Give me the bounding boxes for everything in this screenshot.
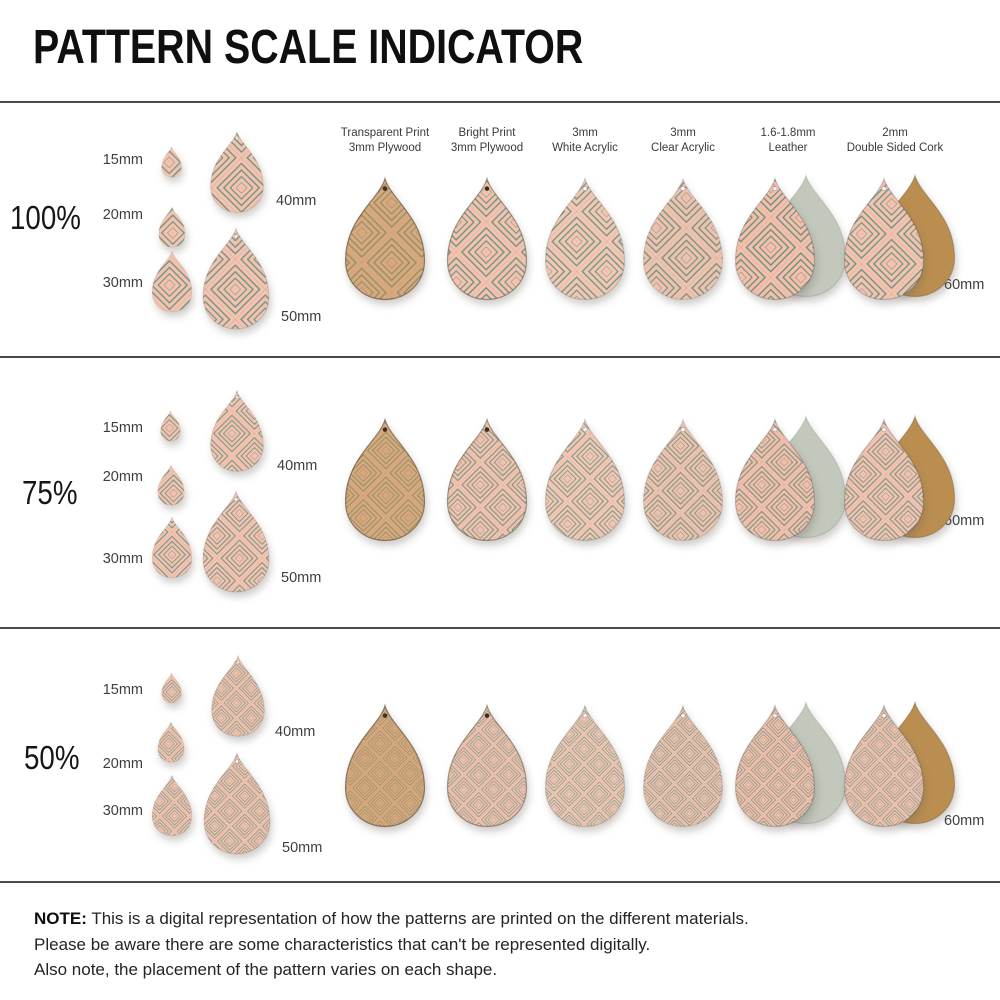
teardrop-60mm-white_acrylic-75pct xyxy=(544,417,626,542)
size-label-15mm-100pct: 15mm xyxy=(102,152,143,168)
teardrop-15mm-50pct xyxy=(161,672,182,704)
teardrop-60mm-bright_plywood-75pct xyxy=(446,417,528,542)
size-label-20mm-50pct: 20mm xyxy=(102,756,143,772)
row-divider-2 xyxy=(0,627,1000,629)
teardrop-60mm-leather-100pct xyxy=(734,176,816,301)
size-label-15mm-50pct: 15mm xyxy=(102,682,143,698)
teardrop-30mm-75pct xyxy=(151,516,193,579)
size-label-50mm-50pct: 50mm xyxy=(282,840,323,856)
note-text-1: This is a digital representation of how … xyxy=(91,909,749,928)
teardrop-40mm-75pct xyxy=(210,389,264,472)
note-text-3: Also note, the placement of the pattern … xyxy=(34,960,498,979)
size-label-60mm-75pct: 60mm xyxy=(944,513,985,529)
teardrop-50mm-75pct xyxy=(202,489,270,593)
size-label-20mm-100pct: 20mm xyxy=(102,207,143,223)
column-header-white_acrylic: 3mm White Acrylic xyxy=(495,126,675,155)
teardrop-60mm-bright_plywood-100pct xyxy=(446,176,528,301)
row-divider-1 xyxy=(0,356,1000,358)
teardrop-60mm-white_acrylic-100pct xyxy=(544,176,626,301)
size-label-30mm-75pct: 30mm xyxy=(102,551,143,567)
teardrop-40mm-100pct xyxy=(210,130,264,213)
teardrop-60mm-cork-50pct xyxy=(843,703,925,828)
teardrop-60mm-leather-50pct xyxy=(734,703,816,828)
teardrop-60mm-bright_plywood-50pct xyxy=(446,703,528,828)
size-label-40mm-50pct: 40mm xyxy=(275,724,316,740)
size-label-60mm-50pct: 60mm xyxy=(944,813,985,829)
size-label-50mm-75pct: 50mm xyxy=(281,570,322,586)
note-text-2: Please be aware there are some character… xyxy=(34,934,651,954)
teardrop-20mm-75pct xyxy=(157,464,185,506)
page-title: PATTERN SCALE INDICATOR xyxy=(33,21,584,74)
size-label-15mm-75pct: 15mm xyxy=(102,420,143,436)
teardrop-60mm-clear_acrylic-50pct xyxy=(642,703,724,828)
column-header-white_acrylic-line2: White Acrylic xyxy=(552,141,618,154)
column-header-bright_plywood-line2: 3mm Plywood xyxy=(450,141,524,154)
teardrop-15mm-100pct xyxy=(161,146,182,178)
column-header-bright_plywood: Bright Print 3mm Plywood xyxy=(397,126,577,155)
note-label: NOTE: xyxy=(34,909,87,928)
note-line-1: NOTE: This is a digital representation o… xyxy=(34,906,749,932)
column-header-leather: 1.6-1.8mm Leather xyxy=(698,126,878,155)
teardrop-60mm-white_acrylic-50pct xyxy=(544,703,626,828)
teardrop-20mm-50pct xyxy=(157,721,185,763)
teardrop-60mm-leather-75pct xyxy=(734,417,816,542)
teardrop-60mm-clear_acrylic-75pct xyxy=(642,417,724,542)
column-header-leather-line1: 1.6-1.8mm xyxy=(760,127,816,139)
column-header-clear_acrylic-line2: Clear Acrylic xyxy=(651,141,715,154)
size-label-60mm-100pct: 60mm xyxy=(944,277,985,293)
column-header-transparent_plywood: Transparent Print 3mm Plywood xyxy=(295,126,475,155)
note-divider xyxy=(0,881,1000,883)
size-label-50mm-100pct: 50mm xyxy=(281,309,322,325)
size-label-40mm-100pct: 40mm xyxy=(276,193,317,209)
teardrop-15mm-75pct xyxy=(160,410,181,442)
teardrop-50mm-100pct xyxy=(202,226,270,330)
teardrop-60mm-clear_acrylic-100pct xyxy=(642,176,724,301)
scale-label-75pct: 75% xyxy=(22,474,78,511)
column-header-transparent_plywood-line2: 3mm Plywood xyxy=(348,141,422,154)
title-divider xyxy=(0,101,1000,103)
teardrop-40mm-50pct xyxy=(211,654,265,737)
teardrop-20mm-100pct xyxy=(158,206,186,248)
teardrop-60mm-transparent_plywood-100pct xyxy=(344,176,426,301)
scale-label-50pct: 50% xyxy=(24,739,80,776)
column-header-cork-line1: 2mm xyxy=(882,127,908,139)
teardrop-30mm-50pct xyxy=(151,774,193,837)
column-header-bright_plywood-line1: Bright Print xyxy=(458,127,516,139)
teardrop-30mm-100pct xyxy=(151,250,193,313)
column-header-cork-line2: Double Sided Cork xyxy=(846,141,944,154)
size-label-30mm-100pct: 30mm xyxy=(102,275,143,291)
column-header-cork: 2mm Double Sided Cork xyxy=(805,126,985,155)
column-header-white_acrylic-line1: 3mm xyxy=(572,127,598,139)
column-header-clear_acrylic-line1: 3mm xyxy=(670,127,696,139)
teardrop-60mm-cork-100pct xyxy=(843,176,925,301)
size-label-20mm-75pct: 20mm xyxy=(102,469,143,485)
size-label-40mm-75pct: 40mm xyxy=(277,458,318,474)
teardrop-50mm-50pct xyxy=(203,751,271,855)
column-header-leather-line2: Leather xyxy=(768,141,808,154)
column-header-clear_acrylic: 3mm Clear Acrylic xyxy=(593,126,773,155)
size-label-30mm-50pct: 30mm xyxy=(102,803,143,819)
teardrop-60mm-transparent_plywood-75pct xyxy=(344,417,426,542)
teardrop-60mm-cork-75pct xyxy=(843,417,925,542)
note: NOTE: This is a digital representation o… xyxy=(34,906,749,983)
scale-label-100pct: 100% xyxy=(10,199,81,236)
column-header-transparent_plywood-line1: Transparent Print xyxy=(340,127,430,139)
teardrop-60mm-transparent_plywood-50pct xyxy=(344,703,426,828)
